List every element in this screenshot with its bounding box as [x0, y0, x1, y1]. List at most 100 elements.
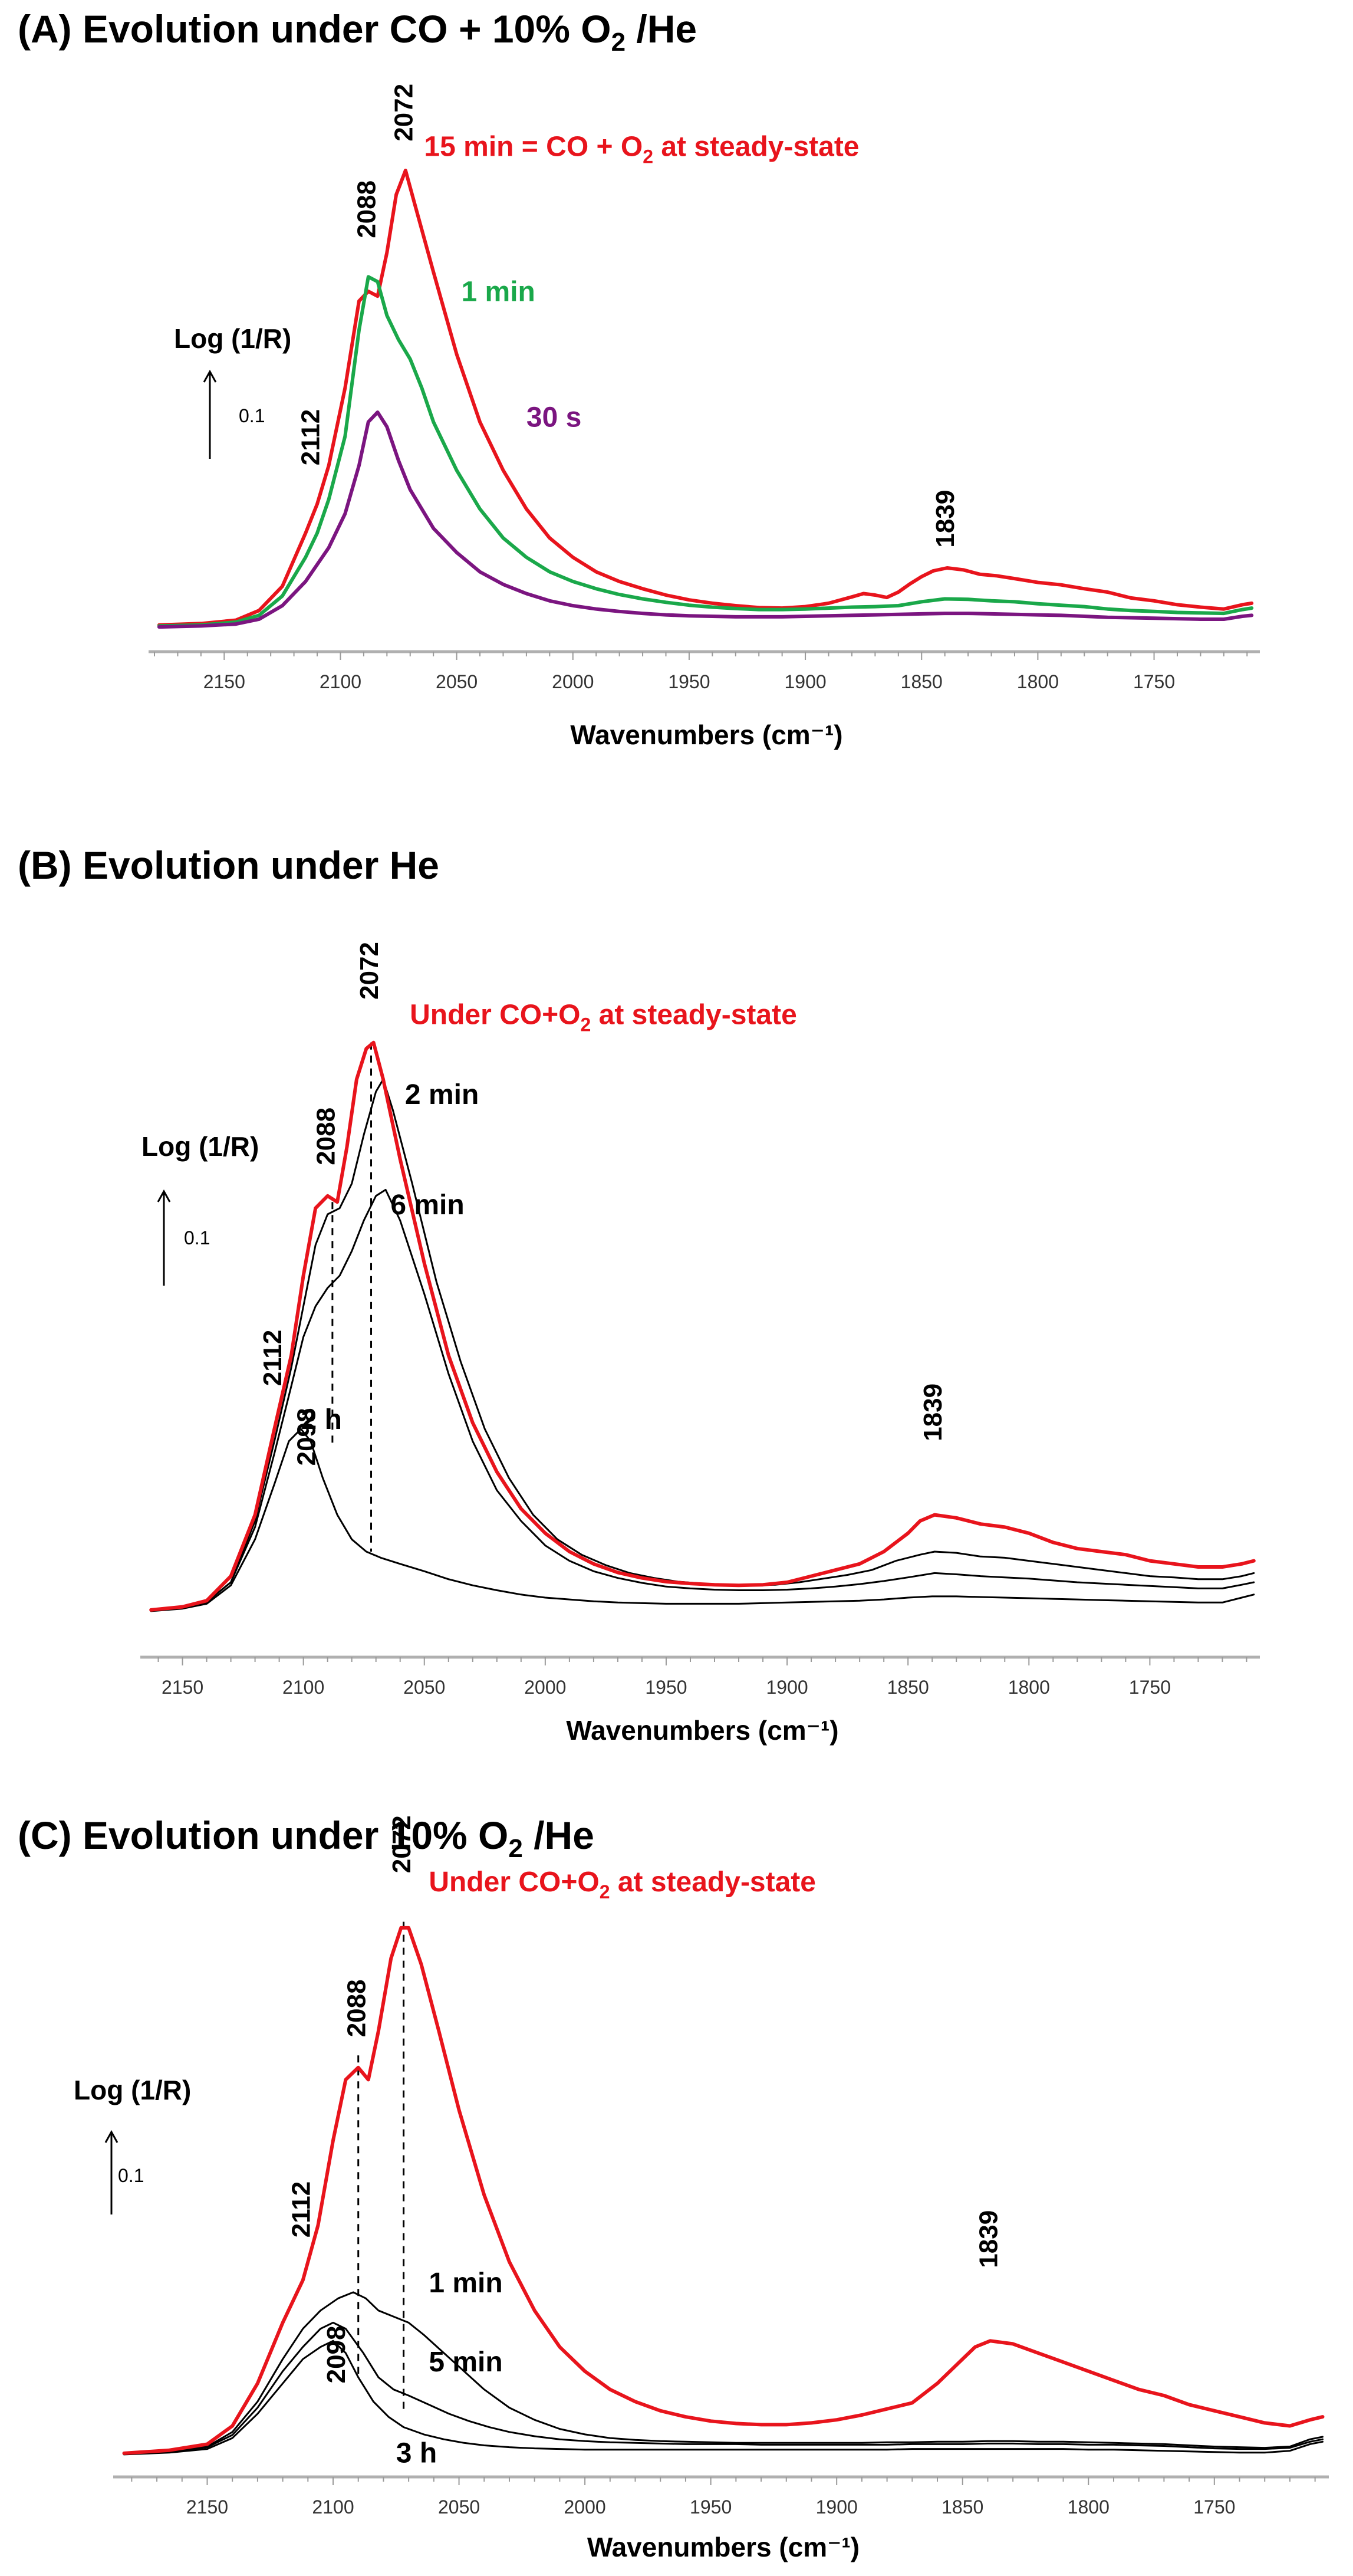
annotation-text: 1 min [429, 2268, 502, 2299]
x-tick-label: 1800 [1017, 671, 1059, 692]
annotation-text: 15 min = CO + O [424, 131, 643, 162]
x-tick-label: 2100 [312, 2496, 354, 2518]
x-tick-label: 2100 [282, 1677, 324, 1698]
peak-label: 2098 [322, 2326, 351, 2384]
chart-title-subscript: 2 [508, 1834, 522, 1863]
x-tick-label: 1750 [1133, 671, 1175, 692]
peak-label: 2112 [297, 409, 325, 465]
peak-label: 2088 [342, 1979, 371, 2037]
chart-title-main: (B) Evolution under He [18, 843, 439, 887]
series-line [157, 410, 1254, 629]
x-tick-label: 1900 [784, 671, 826, 692]
series-line [123, 2340, 1324, 2456]
x-tick-label: 2150 [186, 2496, 228, 2518]
series-line [149, 1040, 1256, 1612]
peak-label: 1839 [931, 490, 960, 548]
series-line [150, 1078, 1255, 1612]
series-annotation: 3 h [396, 2437, 437, 2469]
x-tick-label: 1950 [668, 671, 710, 692]
scale-bar-arrow-icon [203, 369, 217, 383]
scale-bar-label: 0.1 [118, 2165, 144, 2186]
series-annotation: 1 min [429, 2268, 502, 2299]
peak-label: 2072 [387, 1815, 416, 1873]
series-annotation: 2 h [301, 1404, 342, 1435]
panel-b: (B) Evolution under He 2150 2100 2050 2000 19… [18, 843, 1260, 1746]
series-annotation: Under CO+O2 at steady-state [429, 1867, 816, 1903]
y-axis-label: Log (1/R) [74, 2075, 191, 2105]
series-line [123, 2321, 1324, 2455]
x-tick-label: 1950 [690, 2496, 732, 2518]
series-line [157, 275, 1254, 628]
chart-title: (C) Evolution under 10% O2 /He [18, 1813, 594, 1863]
series-annotation: 5 min [429, 2347, 502, 2378]
x-tick-label: 1900 [766, 1677, 808, 1698]
y-axis-label: Log (1/R) [141, 1131, 259, 1162]
x-tick-label: 1850 [887, 1677, 929, 1698]
series-annotation: 1 min [461, 276, 535, 307]
x-tick-label: 1950 [645, 1677, 687, 1698]
scale-bar-arrow-icon [104, 2130, 118, 2143]
x-tick-label: 1750 [1129, 1677, 1171, 1698]
annotation-text: 2 h [301, 1404, 342, 1435]
series-annotation: 30 s [526, 402, 581, 433]
annotation-subscript: 2 [581, 1014, 591, 1036]
annotation-subscript: 2 [600, 1881, 610, 1903]
x-tick-label: 2000 [564, 2496, 606, 2518]
x-tick-label: 2050 [438, 2496, 480, 2518]
peak-label: 1839 [919, 1384, 947, 1441]
annotation-subscript: 2 [643, 146, 653, 167]
peak-label: 2088 [352, 180, 381, 238]
x-tick-label: 1800 [1008, 1677, 1050, 1698]
annotation-text: Under CO+O [410, 1000, 580, 1031]
x-tick-label: 1900 [816, 2496, 858, 2518]
x-tick-label: 2150 [162, 1677, 203, 1698]
x-tick-label: 2100 [320, 671, 361, 692]
x-tick-label: 2150 [203, 671, 245, 692]
x-tick-label: 1750 [1193, 2496, 1235, 2518]
x-tick-label: 1850 [901, 671, 943, 692]
annotation-text: Under CO+O [429, 1867, 599, 1898]
series-annotation: Under CO+O2 at steady-state [410, 1000, 797, 1036]
peak-label: 2072 [355, 942, 384, 1000]
annotation-text-end: at steady-state [653, 131, 859, 162]
x-tick-label: 2050 [436, 671, 478, 692]
scale-bar-arrow-icon [157, 1189, 171, 1202]
x-tick-label: 2050 [403, 1677, 445, 1698]
series-annotation: 6 min [390, 1190, 464, 1221]
chart-title-end: /He [523, 1813, 594, 1857]
chart-title: (B) Evolution under He [18, 843, 439, 887]
series-line [122, 1926, 1325, 2455]
peak-label: 2088 [311, 1108, 340, 1165]
annotation-text: 5 min [429, 2347, 502, 2378]
series-line [123, 2291, 1324, 2455]
peak-label: 2112 [287, 2181, 315, 2237]
annotation-text: 6 min [390, 1190, 464, 1221]
series-annotation: 2 min [405, 1079, 479, 1110]
annotation-text: 1 min [461, 276, 535, 307]
scale-bar-label: 0.1 [239, 405, 265, 426]
annotation-text: 30 s [526, 402, 581, 433]
peak-label: 1839 [974, 2210, 1003, 2268]
series-line [150, 1188, 1255, 1612]
peak-label: 2098 [292, 1408, 321, 1466]
chart-title-main: (C) Evolution under 10% O [18, 1813, 508, 1857]
x-tick-label: 1800 [1068, 2496, 1110, 2518]
annotation-text: 2 min [405, 1079, 479, 1110]
series-line [150, 1428, 1255, 1612]
chart-title: (A) Evolution under CO + 10% O2 /He [18, 7, 697, 57]
y-axis-label: Log (1/R) [174, 323, 291, 354]
x-axis-label: Wavenumbers (cm⁻¹) [570, 719, 842, 750]
annotation-text-end: at steady-state [591, 1000, 796, 1031]
scale-bar-label: 0.1 [184, 1227, 210, 1248]
peak-label: 2072 [389, 84, 418, 142]
peak-label: 2112 [258, 1330, 287, 1386]
x-axis-label: Wavenumbers (cm⁻¹) [587, 2532, 860, 2562]
x-tick-label: 2000 [524, 1677, 566, 1698]
chart-title-end: /He [626, 7, 697, 51]
chart-title-subscript: 2 [611, 28, 626, 57]
series-annotation: 15 min = CO + O2 at steady-state [424, 131, 859, 167]
x-axis-label: Wavenumbers (cm⁻¹) [566, 1715, 838, 1746]
chart-title-main: (A) Evolution under CO + 10% O [18, 7, 611, 51]
